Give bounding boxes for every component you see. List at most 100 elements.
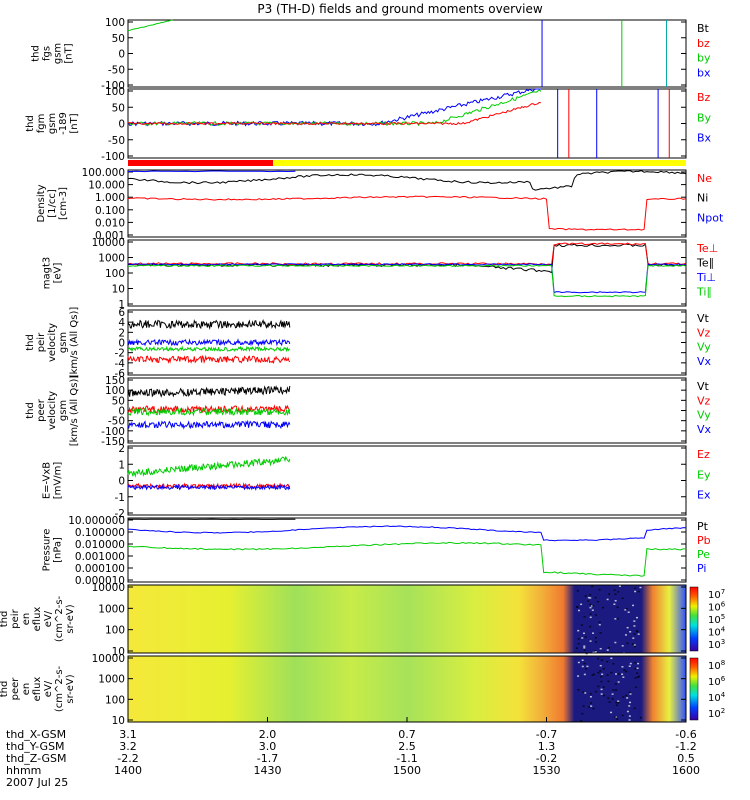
- panel-frame: [127, 169, 687, 238]
- spectrogram-noise: [614, 673, 617, 675]
- spectrogram-noise: [577, 689, 580, 691]
- ylabel-line: fgs: [42, 46, 53, 61]
- spectrogram-noise: [626, 626, 629, 629]
- ytick-label: -100: [101, 80, 125, 92]
- spectrogram-noise: [587, 600, 590, 602]
- spectrogram-noise: [634, 677, 637, 679]
- ytick-label: 1000: [98, 674, 125, 686]
- spectrogram-noise: [589, 696, 592, 698]
- spectrogram-noise: [637, 662, 640, 665]
- spectrogram-noise: [617, 701, 620, 704]
- trace-vt: [127, 319, 291, 330]
- spectrogram-noise: [590, 702, 593, 704]
- spectrogram-noise: [606, 660, 609, 663]
- ytick-label: 100: [105, 17, 125, 29]
- trace-te-perp: [127, 242, 687, 266]
- trace-pi: [127, 525, 687, 542]
- spectrogram-noise: [589, 625, 592, 628]
- colorbar-tick-exponent: 2: [721, 707, 725, 715]
- spectrogram-noise: [599, 652, 602, 655]
- spectrogram-image: [128, 656, 686, 722]
- spectrogram-noise: [628, 715, 631, 717]
- spectrogram-noise: [577, 642, 580, 645]
- ytick-label: -50: [108, 135, 125, 147]
- legend-Vy: Vy: [697, 409, 711, 422]
- spectrogram-noise: [602, 606, 605, 609]
- ylabel-line: [nT]: [64, 43, 75, 63]
- spectrogram-noise: [627, 611, 630, 614]
- legend-by: by: [697, 52, 711, 65]
- trace-ey: [127, 455, 291, 478]
- ytick-label: -1: [115, 492, 125, 504]
- spectrogram-noise: [629, 662, 632, 665]
- spectrogram-noise: [612, 663, 615, 665]
- spectrogram-noise: [626, 697, 629, 699]
- spectrogram-noise: [622, 696, 625, 698]
- spectrogram-noise: [624, 634, 627, 636]
- ytick-label: 0.010000: [75, 539, 125, 551]
- ylabel-line: [1/cc]: [47, 189, 58, 218]
- ephemeris-value: 2.0: [259, 728, 277, 741]
- ytick-label: 100: [105, 385, 125, 397]
- spectrogram-noise: [582, 705, 585, 707]
- ephemeris-value: -2.2: [117, 752, 138, 765]
- trace-vx: [127, 338, 291, 347]
- spectrogram-noise: [625, 694, 628, 697]
- spectrogram-noise: [635, 616, 638, 619]
- colorbar-tick-label: 108: [708, 659, 725, 672]
- ytick-label: 10.000: [88, 180, 125, 192]
- spectrogram-noise: [576, 590, 579, 592]
- ytick-label: -50: [108, 416, 125, 428]
- ytick-label: 1000: [98, 253, 125, 265]
- spectrogram-noise: [616, 617, 619, 620]
- ylabel-line: Pressure: [42, 529, 53, 572]
- spectrogram-noise: [589, 603, 592, 606]
- ephemeris-value: -1.2: [675, 740, 696, 753]
- spectrogram-noise: [617, 681, 620, 683]
- spectrogram-noise: [635, 630, 638, 632]
- spectrogram-noise: [598, 621, 601, 623]
- ephemeris-value: 1430: [254, 764, 282, 777]
- spectrogram-noise: [589, 606, 592, 609]
- legend-By: By: [697, 111, 712, 124]
- legend-Vt: Vt: [697, 312, 710, 325]
- trace-vy: [127, 406, 291, 417]
- trace-npot: [127, 170, 296, 173]
- ytick-label: 0.100000: [75, 527, 125, 539]
- spectrogram-noise: [599, 647, 602, 650]
- ytick-label: -2: [115, 348, 125, 360]
- spectrogram-noise: [633, 625, 636, 627]
- trace-ti-perp: [127, 263, 687, 294]
- ytick-label: -50: [108, 64, 125, 76]
- trace-vx: [127, 419, 291, 430]
- legend-Vx: Vx: [697, 355, 712, 368]
- spectrogram-noise: [605, 652, 608, 655]
- trace-pe: [127, 541, 686, 577]
- spectrogram-noise: [602, 668, 605, 670]
- spectrogram-noise: [626, 710, 629, 713]
- spectrogram-noise: [621, 645, 624, 647]
- spectrogram-noise: [606, 649, 609, 651]
- spectrogram-noise: [602, 694, 605, 697]
- figure-title: P3 (TH-D) fields and ground moments over…: [257, 2, 542, 16]
- spectrogram-noise: [636, 672, 639, 674]
- ylabel-line: eflux: [32, 677, 43, 702]
- ylabel-peir_velocity: thdpeirvelocitygsm[km/s (All Qs)]: [25, 307, 80, 379]
- ytick-label: 1: [118, 299, 125, 311]
- spectrogram-noise: [597, 685, 600, 688]
- spectrogram-noise: [586, 665, 589, 668]
- ylabel-line: peir: [36, 332, 47, 352]
- spectrogram-noise: [580, 603, 583, 606]
- spectrogram-noise: [631, 643, 634, 645]
- spectrogram-noise: [585, 668, 588, 670]
- panel-density: Density[1/cc][cm-3] 100.00010.0001.0000.1…: [36, 167, 724, 242]
- ylabel-line: gsm: [58, 400, 69, 421]
- spectrogram-noise: [610, 711, 613, 714]
- ytick-label: 100: [105, 86, 125, 98]
- ytick-label: 10000: [92, 582, 125, 594]
- ylabel-efield: E=-VxB[mV/m]: [42, 462, 64, 500]
- ylabel-line: -189: [58, 112, 69, 135]
- ylabel-line: gsm: [47, 113, 58, 134]
- ylabel-line: eV/: [43, 680, 54, 697]
- spectrogram-noise: [610, 657, 613, 660]
